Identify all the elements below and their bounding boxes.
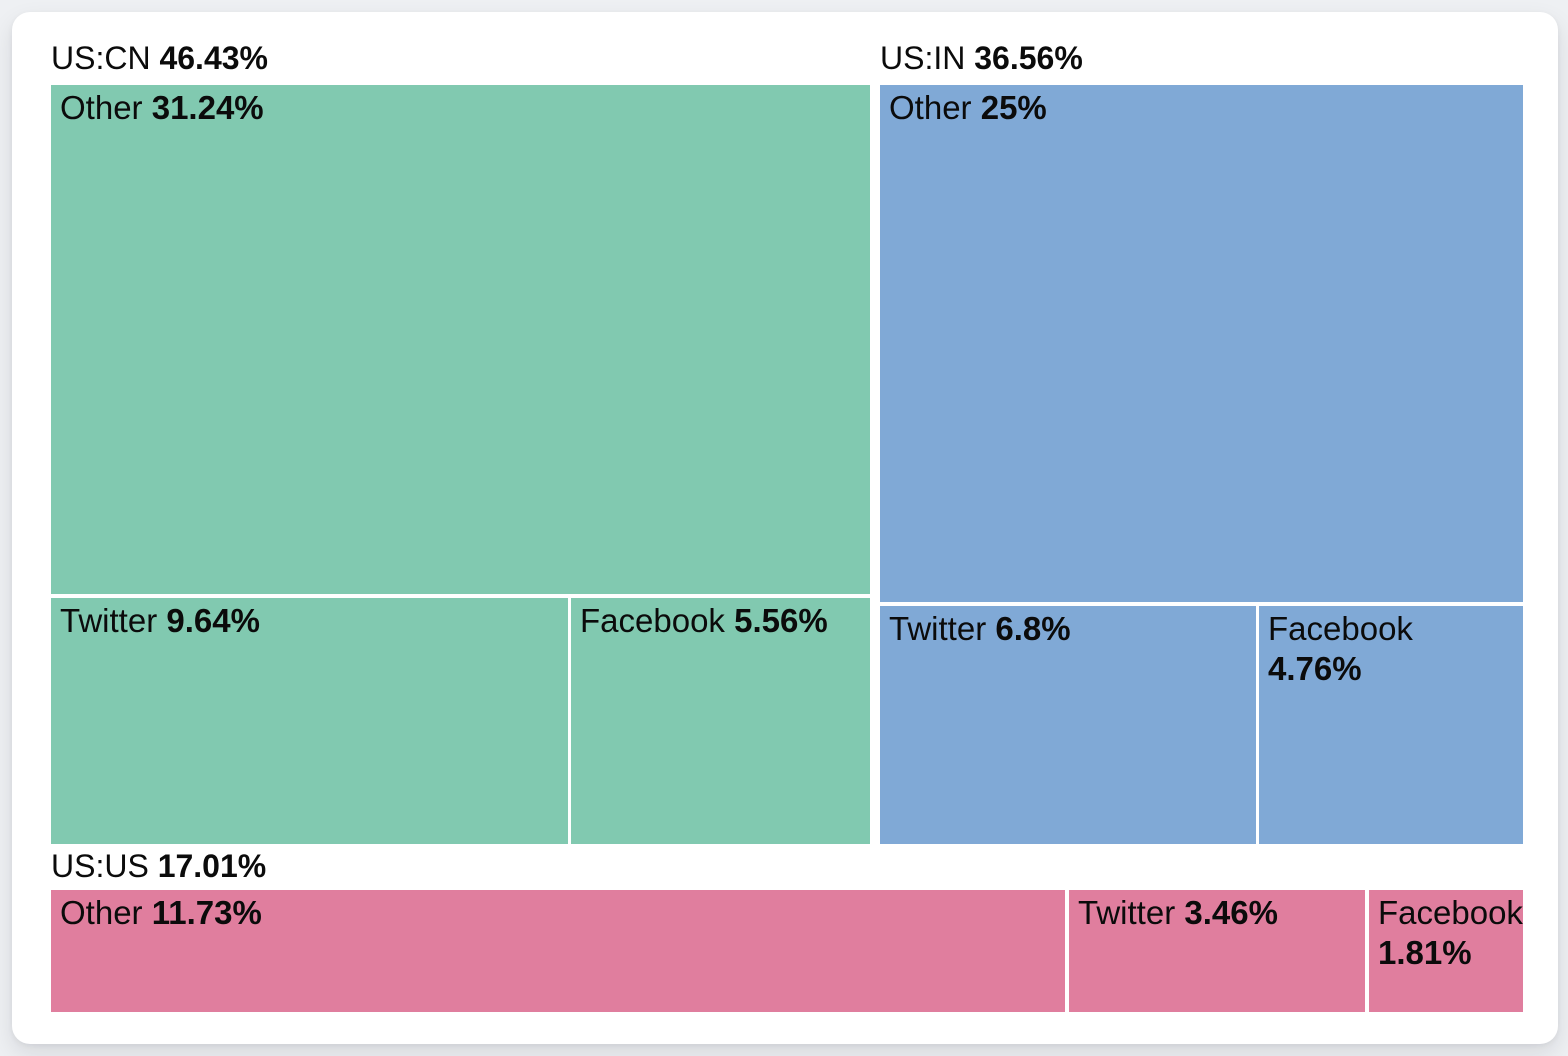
cell-label: Facebook	[1378, 894, 1523, 931]
group-header-us-cn: US:CN 46.43%	[51, 40, 268, 76]
cell-label: Facebook	[580, 602, 725, 639]
group-percent: 36.56%	[974, 40, 1083, 76]
group-label: US:CN	[51, 40, 151, 76]
group-header-us-in: US:IN 36.56%	[880, 40, 1083, 76]
chart-card: US:CN 46.43% Other 31.24% Twitter 9.64% …	[12, 12, 1558, 1044]
group-percent: 46.43%	[159, 40, 268, 76]
cell-label: Other	[889, 89, 972, 126]
cell-label: Other	[60, 89, 143, 126]
cell-percent: 3.46%	[1184, 894, 1278, 931]
treemap-cell-us-cn-other[interactable]: Other 31.24%	[51, 85, 870, 594]
treemap-cell-us-us-facebook[interactable]: Facebook 1.81%	[1369, 890, 1523, 1012]
cell-percent: 1.81%	[1378, 934, 1472, 971]
treemap-cell-us-in-other[interactable]: Other 25%	[880, 85, 1523, 602]
treemap-cell-us-us-other[interactable]: Other 11.73%	[51, 890, 1065, 1012]
cell-percent: 4.76%	[1268, 650, 1362, 687]
treemap-cell-us-cn-facebook[interactable]: Facebook 5.56%	[571, 598, 870, 844]
cell-percent: 6.8%	[995, 610, 1071, 647]
cell-percent: 5.56%	[734, 602, 828, 639]
cell-label: Other	[60, 894, 143, 931]
group-label: US:US	[51, 848, 149, 884]
cell-label: Twitter	[1078, 894, 1176, 931]
treemap-cell-us-in-twitter[interactable]: Twitter 6.8%	[880, 606, 1256, 844]
treemap-cell-us-us-twitter[interactable]: Twitter 3.46%	[1069, 890, 1365, 1012]
cell-label: Facebook	[1268, 610, 1413, 647]
cell-percent: 9.64%	[166, 602, 260, 639]
group-percent: 17.01%	[157, 848, 267, 884]
group-label: US:IN	[880, 40, 966, 76]
treemap-cell-us-cn-twitter[interactable]: Twitter 9.64%	[51, 598, 568, 844]
treemap-cell-us-in-facebook[interactable]: Facebook 4.76%	[1259, 606, 1523, 844]
cell-label: Twitter	[889, 610, 987, 647]
treemap: US:CN 46.43% Other 31.24% Twitter 9.64% …	[12, 12, 1558, 1044]
cell-percent: 25%	[980, 89, 1047, 126]
group-header-us-us: US:US 17.01%	[51, 848, 266, 884]
cell-percent: 11.73%	[151, 894, 262, 931]
cell-label: Twitter	[60, 602, 158, 639]
cell-percent: 31.24%	[151, 89, 264, 126]
